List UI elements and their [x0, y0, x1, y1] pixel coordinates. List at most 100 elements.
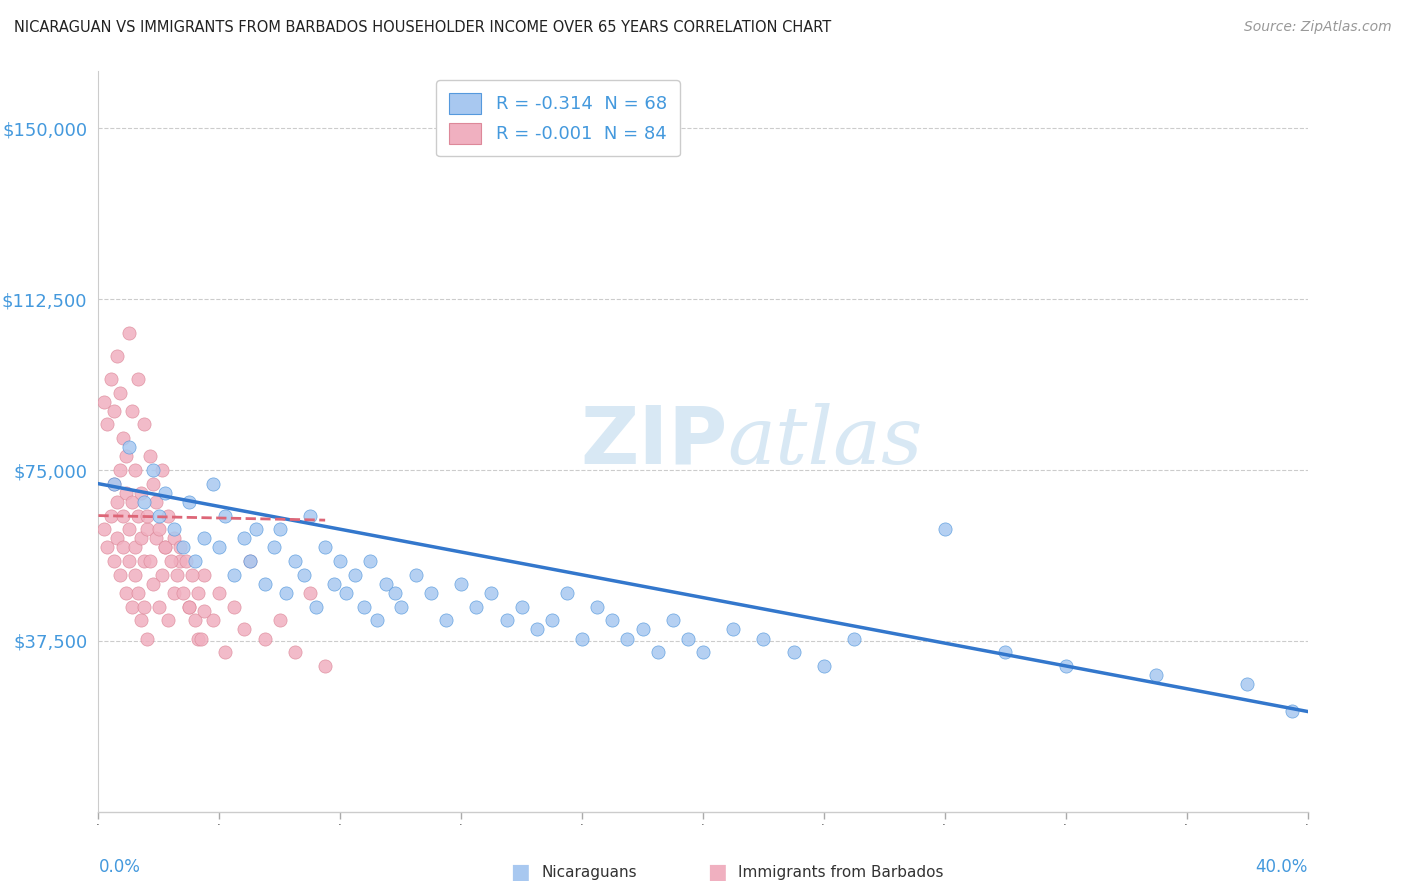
- Point: [129, 532, 152, 546]
- Point: [366, 613, 388, 627]
- Point: [166, 567, 188, 582]
- Point: [153, 485, 176, 500]
- Point: [124, 567, 146, 582]
- Point: [179, 599, 201, 614]
- Point: [129, 613, 152, 627]
- Point: [305, 599, 328, 614]
- Point: [314, 541, 336, 555]
- Point: [434, 613, 457, 627]
- Point: [145, 532, 167, 546]
- Point: [239, 554, 262, 568]
- Point: [153, 541, 176, 555]
- Point: [105, 532, 128, 546]
- Point: [292, 567, 315, 582]
- Point: [647, 645, 669, 659]
- Text: Source: ZipAtlas.com: Source: ZipAtlas.com: [1244, 20, 1392, 34]
- Point: [661, 613, 683, 627]
- Point: [169, 541, 191, 555]
- Point: [108, 463, 131, 477]
- Point: [135, 522, 157, 536]
- Point: [96, 541, 118, 555]
- Point: [602, 613, 624, 627]
- Point: [555, 586, 578, 600]
- Point: [169, 554, 191, 568]
- Point: [202, 613, 225, 627]
- Point: [135, 508, 157, 523]
- Point: [93, 522, 115, 536]
- Point: [124, 463, 146, 477]
- Point: [202, 476, 225, 491]
- Point: [1054, 659, 1077, 673]
- Point: [314, 659, 336, 673]
- Point: [465, 599, 488, 614]
- Point: [510, 599, 533, 614]
- Point: [118, 326, 141, 341]
- Point: [145, 495, 167, 509]
- Point: [723, 623, 745, 637]
- Point: [153, 541, 176, 555]
- Point: [329, 554, 352, 568]
- Point: [374, 577, 396, 591]
- Point: [163, 586, 186, 600]
- Point: [526, 623, 548, 637]
- Point: [284, 554, 307, 568]
- Point: [103, 476, 125, 491]
- Text: ■: ■: [707, 863, 727, 882]
- Point: [132, 495, 155, 509]
- Point: [994, 645, 1017, 659]
- Point: [299, 586, 322, 600]
- Text: 0.0%: 0.0%: [98, 857, 141, 876]
- Point: [121, 404, 143, 418]
- Text: ZIP: ZIP: [579, 402, 727, 481]
- Point: [232, 532, 254, 546]
- Point: [813, 659, 835, 673]
- Point: [495, 613, 517, 627]
- Point: [253, 577, 276, 591]
- Point: [103, 404, 125, 418]
- Point: [148, 522, 170, 536]
- Point: [1281, 705, 1303, 719]
- Point: [150, 567, 173, 582]
- Point: [108, 567, 131, 582]
- Point: [232, 623, 254, 637]
- Point: [353, 599, 375, 614]
- Point: [127, 372, 149, 386]
- Point: [111, 431, 134, 445]
- Point: [224, 599, 246, 614]
- Point: [692, 645, 714, 659]
- Point: [111, 508, 134, 523]
- Point: [1236, 677, 1258, 691]
- Point: [208, 541, 231, 555]
- Point: [135, 632, 157, 646]
- Point: [142, 577, 165, 591]
- Point: [384, 586, 406, 600]
- Point: [148, 508, 170, 523]
- Point: [187, 632, 209, 646]
- Point: [481, 586, 503, 600]
- Point: [844, 632, 866, 646]
- Point: [121, 495, 143, 509]
- Point: [245, 522, 267, 536]
- Point: [934, 522, 956, 536]
- Text: atlas: atlas: [727, 403, 922, 480]
- Point: [571, 632, 593, 646]
- Point: [127, 586, 149, 600]
- Point: [142, 476, 165, 491]
- Point: [163, 522, 186, 536]
- Point: [224, 567, 246, 582]
- Point: [214, 645, 236, 659]
- Point: [124, 541, 146, 555]
- Point: [103, 554, 125, 568]
- Point: [631, 623, 654, 637]
- Point: [284, 645, 307, 659]
- Point: [181, 567, 204, 582]
- Point: [214, 508, 236, 523]
- Point: [1144, 668, 1167, 682]
- Point: [405, 567, 427, 582]
- Point: [163, 532, 186, 546]
- Point: [100, 372, 122, 386]
- Point: [193, 604, 215, 618]
- Point: [114, 450, 136, 464]
- Text: 40.0%: 40.0%: [1256, 857, 1308, 876]
- Point: [187, 586, 209, 600]
